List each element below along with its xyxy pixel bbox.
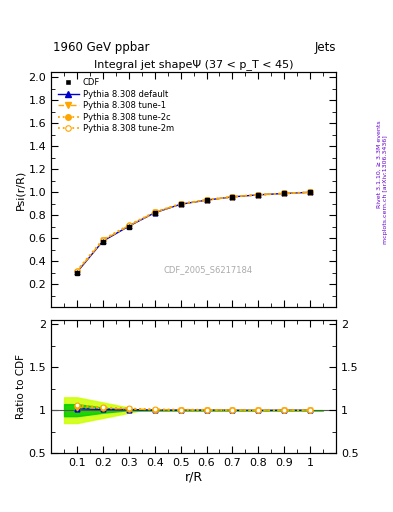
Text: Jets: Jets: [314, 41, 336, 54]
Text: CDF_2005_S6217184: CDF_2005_S6217184: [163, 265, 252, 274]
Title: Integral jet shapeΨ (37 < p_T < 45): Integral jet shapeΨ (37 < p_T < 45): [94, 59, 293, 71]
Y-axis label: Ratio to CDF: Ratio to CDF: [16, 354, 26, 419]
X-axis label: r/R: r/R: [184, 471, 203, 484]
Text: Rivet 3.1.10, ≥ 3.3M events: Rivet 3.1.10, ≥ 3.3M events: [377, 120, 382, 208]
Y-axis label: Psi(r/R): Psi(r/R): [16, 169, 26, 209]
Text: mcplots.cern.ch [arXiv:1306.3436]: mcplots.cern.ch [arXiv:1306.3436]: [383, 135, 387, 244]
Legend: CDF, Pythia 8.308 default, Pythia 8.308 tune-1, Pythia 8.308 tune-2c, Pythia 8.3: CDF, Pythia 8.308 default, Pythia 8.308 …: [55, 76, 176, 136]
Text: 1960 GeV ppbar: 1960 GeV ppbar: [53, 41, 150, 54]
